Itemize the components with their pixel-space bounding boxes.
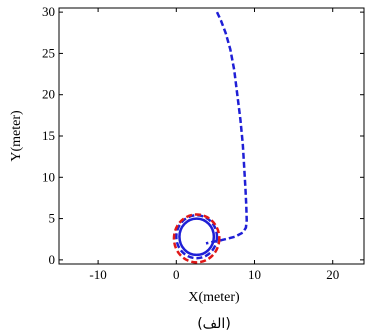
x-axis-label: X(meter) <box>188 290 240 305</box>
x-tick-label: 0 <box>173 267 180 282</box>
x-tick-label: 20 <box>326 267 339 282</box>
series-2-circle <box>178 217 216 257</box>
y-tick-label: 5 <box>49 211 56 226</box>
y-axis-label: Y(meter) <box>9 110 24 162</box>
series-1-line <box>205 11 248 245</box>
series-4-circle <box>172 213 221 264</box>
y-tick-label: 20 <box>42 87 55 102</box>
y-tick-label: 10 <box>42 169 55 184</box>
y-tick-label: 30 <box>42 4 55 19</box>
figure-caption: (الف) <box>197 316 231 332</box>
y-tick-label: 15 <box>42 128 55 143</box>
series-3-circle <box>175 214 219 260</box>
y-tick-label: 0 <box>49 252 56 267</box>
y-tick-label: 25 <box>42 45 55 60</box>
x-tick-label: 10 <box>248 267 261 282</box>
x-tick-label: -10 <box>89 267 106 282</box>
